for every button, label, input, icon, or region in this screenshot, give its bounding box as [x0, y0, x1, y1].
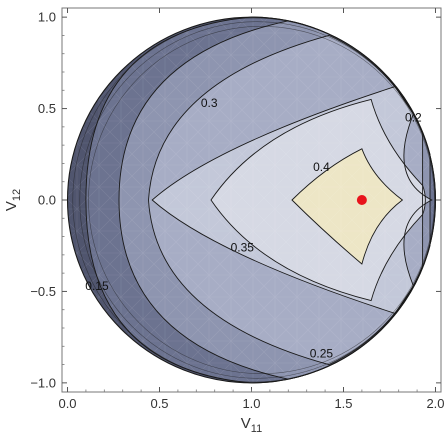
contour-label-0.3: 0.3: [201, 96, 218, 110]
y-axis-label-subscript: 12: [11, 189, 23, 201]
rim-contour-line: [79, 21, 436, 379]
band-0.35-0.4-line: [210, 98, 426, 302]
band-above-0.4-line: [291, 148, 404, 265]
y-axis-label: V12: [3, 189, 23, 211]
x-tick-label: 0.0: [58, 396, 76, 411]
x-tick-label: 2.0: [426, 396, 444, 411]
x-axis-label-subscript: 11: [251, 423, 262, 435]
x-axis-label-main: V: [241, 415, 251, 432]
maximum-point: [356, 195, 367, 205]
band-0.3-0.35-line: [151, 86, 433, 314]
contour-label-0.15: 0.15: [85, 279, 109, 293]
plot-area: 0.15 0.2 0.25 0.3 0.35 0.4: [66, 16, 437, 384]
y-tick-label: 1.0: [38, 10, 56, 25]
domain-boundary-line: [66, 16, 437, 384]
x-axis-label: V11: [241, 415, 262, 435]
contour-lines: [66, 16, 437, 384]
y-tick-label: 0.0: [38, 193, 56, 208]
x-tick-label: 1.0: [242, 396, 260, 411]
y-axis-ticks: 1.0 0.5 0.0 −0.5 −1.0: [30, 10, 441, 390]
x-tick-label: 0.5: [150, 396, 168, 411]
contour-label-0.25: 0.25: [310, 347, 334, 361]
y-tick-label: −1.0: [30, 375, 56, 390]
contour-label-0.2: 0.2: [405, 111, 422, 125]
band-0.25-0.3-line: [148, 34, 424, 366]
contour-label-0.35: 0.35: [231, 241, 255, 255]
rim-contour-line: [88, 25, 435, 375]
y-tick-label: 0.5: [38, 101, 56, 116]
contour-label-0.4: 0.4: [313, 160, 330, 174]
y-axis-label-main: V: [3, 201, 20, 211]
contour-labels: 0.15 0.2 0.25 0.3 0.35 0.4: [85, 96, 422, 361]
y-tick-label: −0.5: [30, 284, 56, 299]
x-tick-label: 1.5: [334, 396, 352, 411]
x-axis-ticks: 0.0 0.5 1.0 1.5 2.0: [58, 8, 445, 411]
